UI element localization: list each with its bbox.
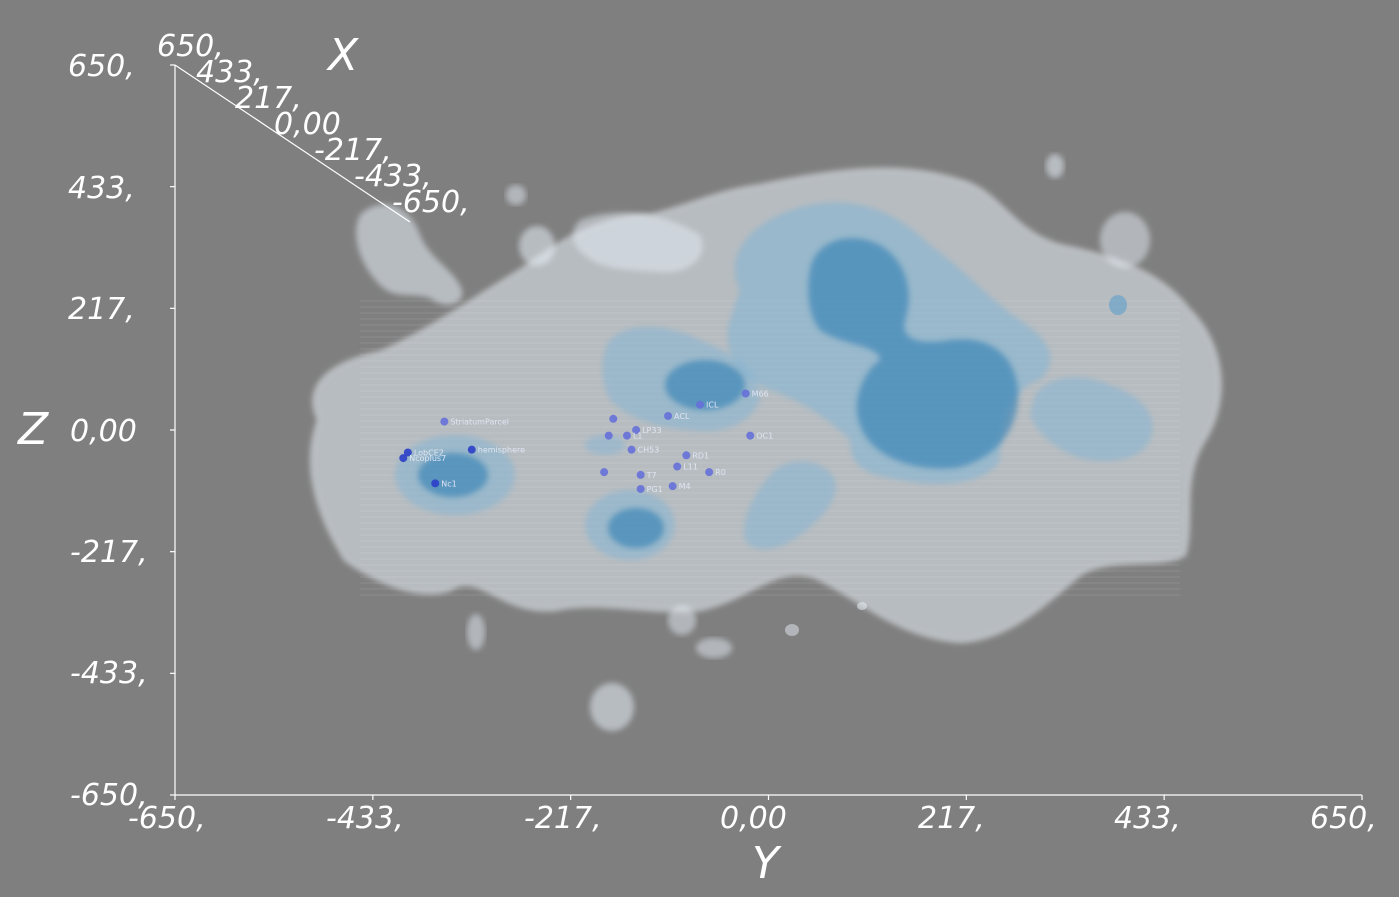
y-tick-label: 217, [918,801,985,836]
electrode-label: M66 [752,390,769,399]
electrode-marker[interactable] [741,389,750,398]
electrode-marker[interactable] [622,431,631,440]
inner-isosurface-core [608,508,664,548]
y-tick-label: -433, [326,801,404,836]
electrode-marker[interactable] [467,445,476,454]
outer-fragment [785,624,799,636]
outer-isosurface-lobe-left [356,204,463,305]
electrode-label: T7 [646,471,657,480]
y-tick-label: -650, [128,801,206,836]
outer-fragment [590,683,634,731]
electrode-label: PG1 [647,485,663,494]
electrode-label: OC1 [756,432,773,441]
outer-fragment [467,614,485,650]
middle-isosurface-blob [1030,377,1153,461]
x-tick-label: -650, [392,185,470,220]
x-tick-label: 433, [196,55,263,90]
electrode-label: ACL [674,412,690,421]
electrode-marker[interactable] [440,417,449,426]
outer-fragment [519,226,555,266]
electrode-marker[interactable] [609,414,618,423]
electrode-marker[interactable] [627,445,636,454]
outer-fragment [1100,212,1150,268]
electrode-label: L1 [633,432,643,441]
inner-isosurface [418,238,1019,548]
z-tick-label: 433, [68,171,135,206]
electrode-label: L11 [683,463,698,472]
z-tick-label: -217, [70,535,148,570]
x-tick-label: -217, [314,133,392,168]
x-tick-label: -433, [354,159,432,194]
z-axis-ticks: 650, 433, 217, 0,00 -217, -433, -650, [68,49,148,813]
electrode-label: Ncoplus7 [409,454,446,463]
electrode-marker[interactable] [399,454,408,463]
electrode-marker[interactable] [696,400,705,409]
electrode-label: M4 [679,482,691,491]
electrode-marker[interactable] [636,470,645,479]
x-tick-label: 650, [157,29,224,64]
electrode-marker[interactable] [664,411,673,420]
outer-fragment [857,602,867,610]
x-axis-ticks: 650, 433, 217, 0,00 -217, -433, -650, [157,29,470,220]
middle-fragment [1109,295,1127,315]
y-axis-title: Y [752,838,782,889]
electrode-marker[interactable] [705,468,714,477]
outer-fragment [668,605,696,635]
outer-fragment [1046,154,1064,178]
inner-isosurface-core [808,238,1019,469]
y-tick-label: 0,00 [720,801,787,836]
middle-fragment [585,435,625,455]
electrode-marker[interactable] [682,451,691,460]
y-tick-label: 650, [1310,801,1377,836]
electrode-label: RD1 [692,451,709,460]
z-tick-label: 650, [68,49,135,84]
tick-marks [170,64,1363,800]
electrode-label: Nc1 [441,479,456,488]
electrode-marker[interactable] [673,462,682,471]
electrode-marker[interactable] [668,482,677,491]
electrode-marker[interactable] [604,431,613,440]
x-axis-line [174,64,411,223]
electrode-marker[interactable] [746,431,755,440]
inner-isosurface-core [665,360,745,410]
electrode-label: LobCE2 [414,448,444,457]
electrode-marker[interactable] [600,468,609,477]
y-axis-ticks: -650, -433, -217, 0,00 217, 433, 650, [128,801,1377,836]
electrode-label: R0 [715,468,726,477]
x-tick-label: 217, [235,81,302,116]
electrode-label: ICL [706,401,719,410]
electrode-marker[interactable] [403,448,412,457]
z-tick-label: 217, [68,292,135,327]
z-tick-label: 0,00 [70,414,137,449]
x-tick-label: 0,00 [274,107,341,142]
electrode-marker[interactable] [632,426,641,434]
electrode-label: CH53 [638,446,660,455]
electrode-label: StriatumParcel [450,418,509,427]
z-tick-label: -433, [70,656,148,691]
outer-isosurface-lobe-top [573,212,703,273]
y-tick-label: 433, [1114,801,1181,836]
electrode-marker[interactable] [636,484,645,493]
y-tick-label: -217, [524,801,602,836]
outer-fragment [506,185,526,205]
electrode-label: hemisphere [478,446,525,455]
z-tick-label: -650, [70,778,148,813]
outer-fragment [696,638,732,658]
middle-isosurface-blob [744,461,836,550]
x-axis-title: X [326,30,359,81]
z-axis-title: Z [17,404,49,455]
electrode-label: LP33 [642,426,661,435]
electrode-marker[interactable] [431,479,440,488]
